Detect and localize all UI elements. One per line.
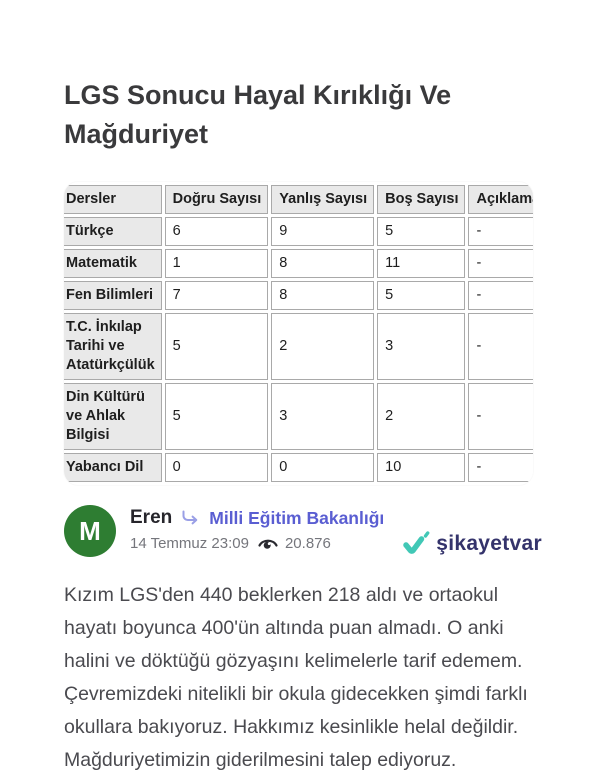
cell-dogru: 6: [164, 217, 269, 247]
header-yanlis-sayisi: Yanlış Sayısı: [271, 185, 375, 215]
table-row: Yabancı Dil 0 0 10 -: [64, 453, 533, 483]
results-table: Dersler Doğru Sayısı Yanlış Sayısı Boş S…: [64, 182, 533, 485]
cell-bos: 11: [377, 249, 466, 279]
table-row: T.C. İnkılap Tarihi ve Atatürkçülük 5 2 …: [64, 313, 533, 381]
cell-aciklama: -: [468, 249, 533, 279]
cell-dogru: 5: [164, 383, 269, 451]
header-aciklama: Açıklama: [468, 185, 533, 215]
author-line1: Eren Milli Eğitim Bakanlığı: [130, 507, 384, 529]
table-row: Din Kültürü ve Ahlak Bilgisi 5 3 2 -: [64, 383, 533, 451]
author-meta-row: M Eren Milli Eğitim Bakanlığı 14 Temmuz …: [64, 505, 542, 558]
cell-dogru: 7: [164, 281, 269, 311]
cell-ders: Yabancı Dil: [64, 453, 162, 483]
avatar[interactable]: M: [64, 505, 116, 558]
cell-ders: Matematik: [64, 249, 162, 279]
complaint-line: Mağduriyetimizin giderilmesini talep edi…: [64, 749, 457, 772]
complaint-date: 14 Temmuz 23:09: [130, 535, 249, 553]
cell-aciklama: -: [468, 281, 533, 311]
brand-wordmark: şikayetvar: [436, 531, 542, 555]
cell-dogru: 0: [164, 453, 269, 483]
cell-yanlis: 0: [271, 453, 375, 483]
complaint-text: Kızım LGS'den 440 beklerken 218 aldı ve …: [64, 579, 600, 777]
complaint-line: Çevremizdeki nitelikli bir okula gidecek…: [64, 683, 528, 706]
sikayetvar-logo[interactable]: şikayetvar: [401, 530, 542, 557]
cell-bos: 10: [377, 453, 466, 483]
cell-bos: 2: [377, 383, 466, 451]
cell-yanlis: 8: [271, 281, 375, 311]
cell-yanlis: 8: [271, 249, 375, 279]
cell-ders: Fen Bilimleri: [64, 281, 162, 311]
table-row: Matematik 1 8 11 -: [64, 249, 533, 279]
cell-dogru: 5: [164, 313, 269, 381]
avatar-letter: M: [79, 515, 101, 546]
cell-yanlis: 2: [271, 313, 375, 381]
views-count: 20.876: [284, 535, 331, 553]
complaint-target-link[interactable]: Milli Eğitim Bakanlığı: [209, 507, 385, 528]
cell-bos: 5: [377, 217, 466, 247]
complaint-line: halini ve döktüğü gözyaşını kelimelerle …: [64, 650, 523, 673]
author-info: Eren Milli Eğitim Bakanlığı 14 Temmuz 23…: [130, 505, 384, 557]
results-table-card: Dersler Doğru Sayısı Yanlış Sayısı Boş S…: [64, 182, 533, 486]
page-title: LGS Sonucu Hayal Kırıklığı Ve Mağduriyet: [64, 80, 452, 150]
cell-aciklama: -: [468, 453, 533, 483]
table-row: Türkçe 6 9 5 -: [64, 217, 533, 247]
cell-aciklama: -: [468, 313, 533, 381]
cell-yanlis: 3: [271, 383, 375, 451]
cell-bos: 5: [377, 281, 466, 311]
cell-yanlis: 9: [271, 217, 375, 247]
cell-aciklama: -: [468, 217, 533, 247]
complaint-line: Kızım LGS'den 440 beklerken 218 aldı ve …: [64, 584, 499, 607]
author-name[interactable]: Eren: [130, 507, 173, 529]
cell-dogru: 1: [164, 249, 269, 279]
complaint-line: okullara bakıyoruz. Hakkımız kesinlikle …: [64, 716, 519, 739]
cell-bos: 3: [377, 313, 466, 381]
cell-ders: Din Kültürü ve Ahlak Bilgisi: [64, 383, 162, 451]
header-bos-sayisi: Boş Sayısı: [377, 185, 466, 215]
eye-icon: [257, 535, 279, 552]
brand-check-icon: [401, 530, 431, 557]
cell-ders: T.C. İnkılap Tarihi ve Atatürkçülük: [64, 313, 162, 381]
table-header-row: Dersler Doğru Sayısı Yanlış Sayısı Boş S…: [64, 185, 533, 215]
cell-aciklama: -: [468, 383, 533, 451]
table-row: Fen Bilimleri 7 8 5 -: [64, 281, 533, 311]
views: 20.876: [257, 535, 331, 552]
header-dersler: Dersler: [64, 185, 162, 215]
cell-ders: Türkçe: [64, 217, 162, 247]
redirect-arrow-icon: [181, 510, 200, 526]
author-line2: 14 Temmuz 23:09 20.876: [130, 535, 384, 552]
complaint-line: hayatı boyunca 400'ün altında puan almad…: [64, 617, 504, 640]
header-dogru-sayisi: Doğru Sayısı: [164, 185, 269, 215]
